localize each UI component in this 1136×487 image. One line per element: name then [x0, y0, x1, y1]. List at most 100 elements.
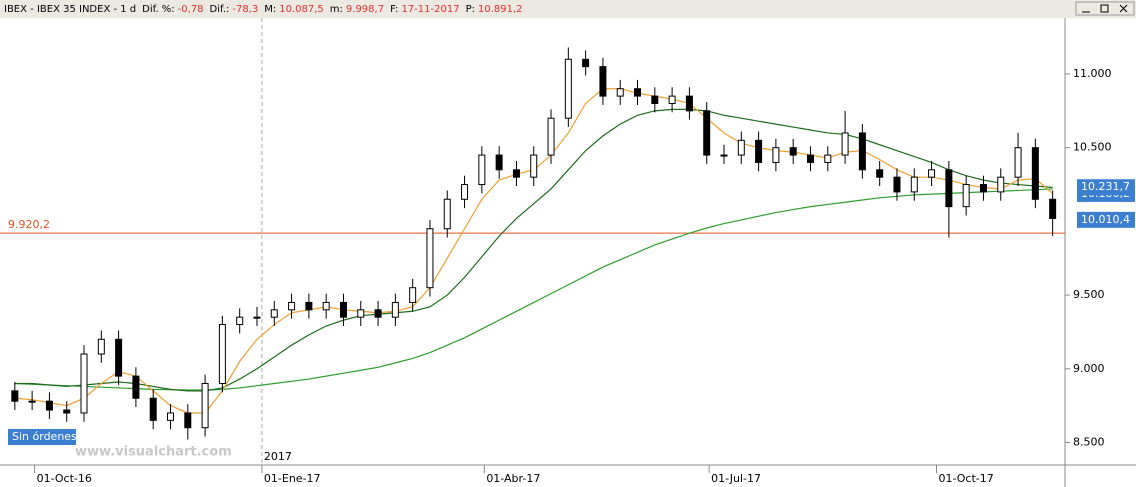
candle-body [322, 301, 330, 311]
x-tick-label: 01-Ene-17 [264, 472, 321, 485]
candle-body [132, 375, 140, 399]
header-field-label: Dif.: [210, 4, 230, 15]
candle-body [426, 228, 434, 289]
candle-body [997, 176, 1005, 193]
candle-body [530, 154, 538, 178]
candle-body [806, 154, 814, 163]
x-tick-label: 01-Jul-17 [711, 472, 761, 485]
last-value-box [1077, 211, 1135, 228]
candle-body [1049, 198, 1057, 219]
candle-body [564, 58, 572, 119]
candle-body [305, 301, 313, 311]
header-field-value: 9.998,7 [346, 4, 384, 15]
candle-body [443, 198, 451, 230]
candle-body [651, 95, 659, 104]
candle-body [703, 110, 711, 156]
candle-body [824, 154, 832, 163]
maximize-icon[interactable] [1100, 4, 1109, 13]
candle-body [166, 412, 174, 421]
candle-body [893, 176, 901, 193]
candle-body [634, 88, 642, 97]
level-label: 9.920,2 [8, 218, 50, 231]
moving-average [14, 108, 1053, 392]
candle-body [80, 353, 88, 414]
watermark: www.visualchart.com [75, 445, 232, 460]
last-value-label: 10.231,7 [1081, 180, 1130, 193]
candle-body [11, 390, 19, 402]
header-field-value: 10.891,2 [478, 4, 523, 15]
header-bar [0, 0, 1136, 18]
candle-body [668, 95, 676, 104]
moving-average [14, 188, 1053, 391]
candle-body [910, 176, 918, 193]
candle-body [288, 301, 296, 311]
y-tick-label: 9.500 [1073, 288, 1105, 301]
candle-body [512, 169, 520, 178]
candle-body [582, 58, 590, 68]
header-field-label: F: [390, 4, 398, 15]
candle-body [495, 154, 503, 171]
header-text: IBEX - IBEX 35 INDEX - 1 d Dif. %: -0,78 Di… [4, 4, 523, 15]
year-label: 2017 [264, 450, 292, 463]
candle-body [789, 147, 797, 156]
y-tick-label: 10.500 [1073, 141, 1112, 154]
candle-body [218, 324, 226, 384]
status-label: Sin órdenes [12, 430, 77, 443]
candle-body [149, 397, 157, 421]
candle-body [357, 309, 365, 318]
candle-body [339, 301, 347, 318]
x-tick-label: 01-Abr-17 [486, 472, 540, 485]
header-field-value: 17-11-2017 [401, 4, 459, 15]
header-field-value: -0,78 [178, 4, 204, 15]
candle-body [876, 169, 884, 178]
y-tick-label: 11.000 [1073, 67, 1112, 80]
candle-body [962, 184, 970, 208]
header-symbol: IBEX - IBEX 35 INDEX - 1 d [4, 4, 136, 15]
candle-body [599, 66, 607, 97]
candle-body [461, 184, 469, 200]
candle-body [737, 139, 745, 156]
candle-body [547, 117, 555, 156]
candle-body [45, 400, 53, 411]
candle-body [236, 316, 244, 326]
window-buttons[interactable] [1075, 1, 1135, 16]
candle-body [115, 338, 123, 377]
status-box [8, 429, 76, 445]
candle-body [755, 139, 763, 163]
header-field-value: 10.087,5 [279, 4, 324, 15]
header-field-label: M: [264, 4, 276, 15]
candle-body [1031, 147, 1039, 200]
candle-body [97, 338, 105, 355]
candle-body [201, 382, 209, 429]
header-field-label: P: [466, 4, 475, 15]
candle-body [772, 147, 780, 163]
candle-body [184, 412, 192, 429]
candle-body [928, 169, 936, 178]
candle-body [720, 154, 728, 157]
candle-body [478, 154, 486, 186]
header-field-value: -78,3 [232, 4, 258, 15]
candle-body [979, 184, 987, 193]
candle-body [685, 95, 693, 112]
y-tick-label: 9.000 [1073, 362, 1105, 375]
y-tick-label: 8.500 [1073, 435, 1105, 448]
x-tick-label: 01-Oct-16 [37, 472, 92, 485]
candle-body [616, 88, 624, 97]
candle-body [409, 287, 417, 303]
candle-body [858, 132, 866, 171]
candle-body [253, 316, 261, 319]
candle-body [945, 169, 953, 208]
button-frame[interactable] [1075, 1, 1135, 16]
header-field-label: m: [330, 4, 343, 15]
candle-body [374, 309, 382, 318]
candle-body [63, 409, 71, 414]
candle-body [841, 132, 849, 156]
last-value-box [1077, 179, 1135, 196]
close-icon[interactable] [1119, 4, 1128, 13]
candle-body [391, 301, 399, 318]
candle-body [270, 309, 278, 318]
last-value-label: 10.010,4 [1081, 213, 1130, 226]
header-field-label: Dif. %: [142, 4, 175, 15]
candle-body [28, 400, 36, 403]
